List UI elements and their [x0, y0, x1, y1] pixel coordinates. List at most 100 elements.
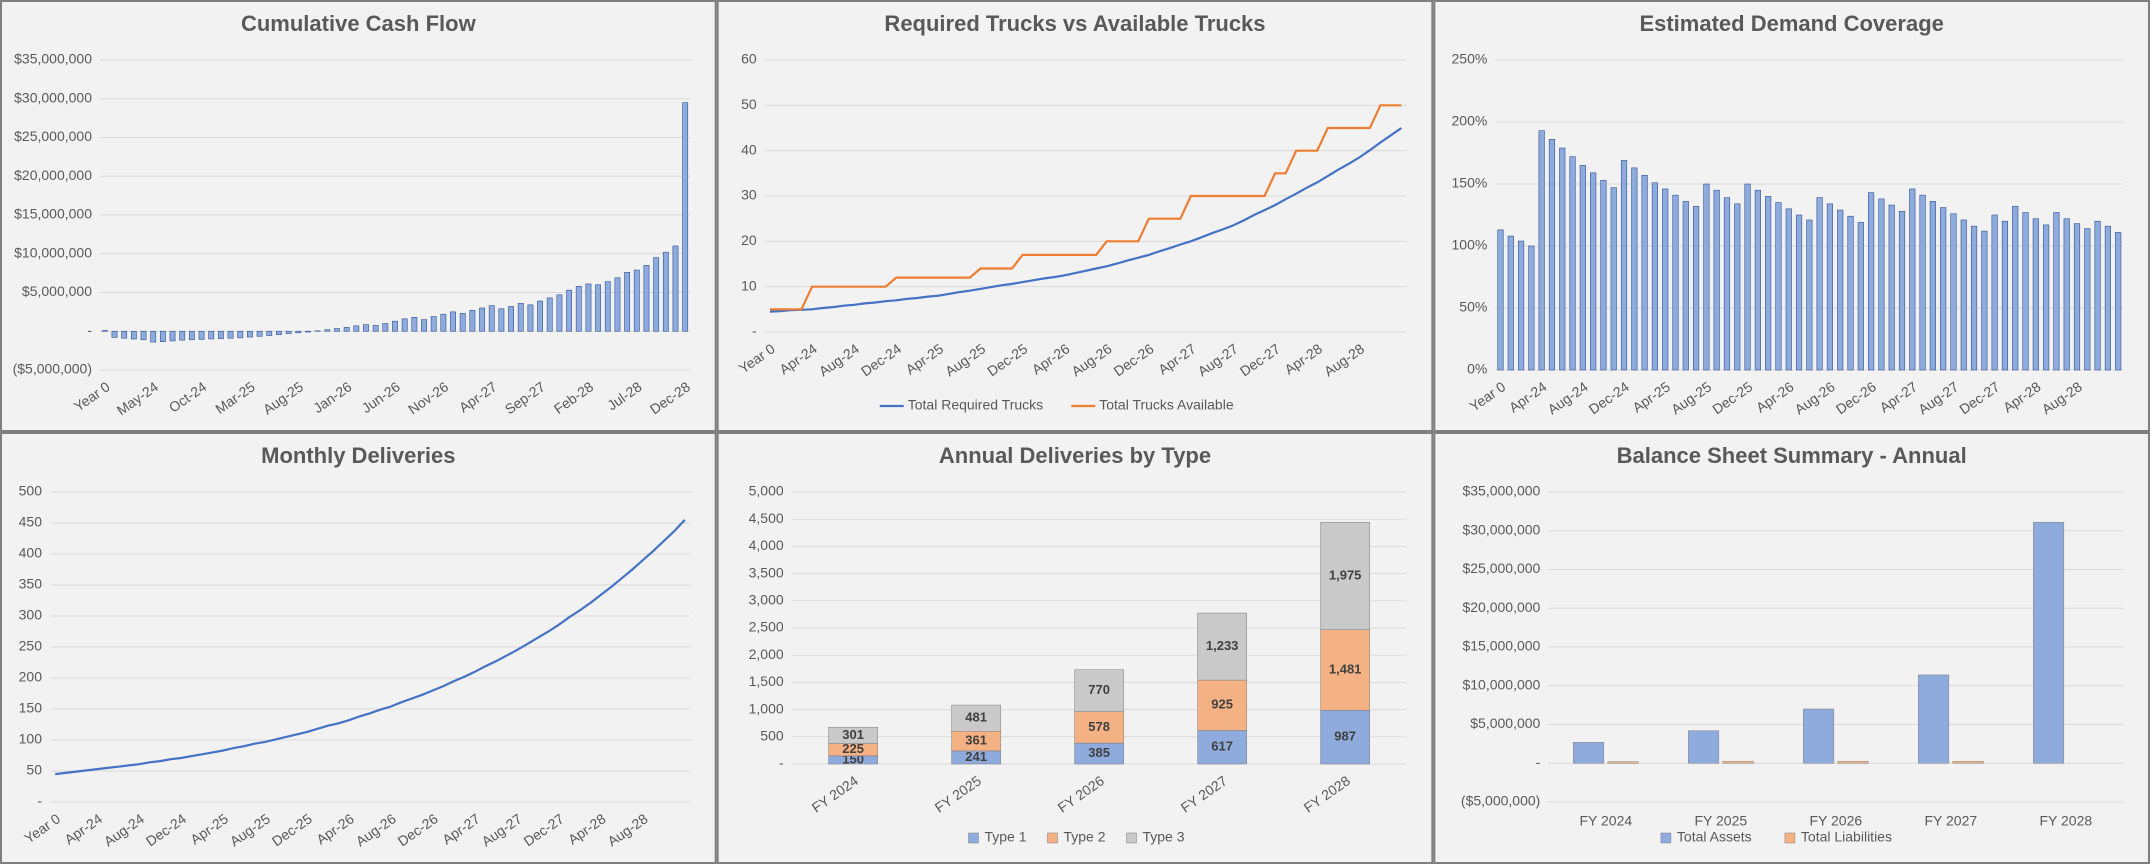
- bar: [1662, 188, 1669, 371]
- bar: [1950, 213, 1957, 371]
- y-tick-label: 60: [741, 51, 757, 67]
- bar: [440, 313, 447, 332]
- bar: [1548, 139, 1556, 371]
- bar: [2053, 212, 2060, 371]
- bar: [546, 297, 553, 332]
- bar: [624, 272, 631, 332]
- y-tick-label: 3,500: [749, 564, 784, 580]
- bar: [575, 285, 582, 332]
- y-tick-label: 150: [19, 700, 43, 716]
- y-tick-label: $30,000,000: [14, 89, 92, 105]
- y-tick-label: 200: [19, 669, 43, 685]
- bar: [276, 330, 282, 336]
- y-tick-label: $15,000,000: [1462, 638, 1540, 654]
- chart-panel: Annual Deliveries by Type - 500 1,000 1,500 2…: [716, 432, 1434, 864]
- bar: [1579, 165, 1586, 371]
- chart-title: Annual Deliveries by Type: [939, 443, 1211, 468]
- bar: [1826, 203, 1834, 371]
- y-tick-label: 500: [19, 483, 43, 499]
- x-tick-label: FY 2024: [1579, 813, 1632, 829]
- chart-title: Cumulative Cash Flow: [241, 11, 477, 36]
- bar: [295, 330, 302, 334]
- bar-segment: [828, 726, 879, 744]
- y-tick-label: 2,500: [749, 619, 784, 635]
- bar: [208, 330, 215, 340]
- y-tick-label: 50%: [1459, 299, 1487, 315]
- panel-frame: [716, 432, 1434, 864]
- bar: [305, 330, 311, 333]
- bar: [1672, 194, 1679, 371]
- chart-panel: Estimated Demand Coverage 0% 50% 100% 150% 20…: [1433, 0, 2150, 432]
- legend-label: Total Required Trucks: [908, 397, 1043, 413]
- bar: [227, 330, 234, 339]
- bar: [1754, 189, 1761, 371]
- bar: [604, 281, 611, 332]
- bar: [411, 316, 418, 332]
- panel-frame: [716, 0, 1434, 432]
- bar: [672, 245, 679, 332]
- bar: [469, 310, 476, 332]
- bar: [430, 316, 437, 332]
- bar: [643, 265, 650, 332]
- bar: [256, 330, 263, 337]
- bar: [392, 320, 398, 332]
- bar: [1960, 219, 1967, 371]
- y-tick-label: 250: [19, 638, 43, 654]
- y-tick-label: 250%: [1452, 51, 1488, 67]
- data-label: 361: [965, 733, 987, 748]
- bar: [401, 318, 408, 332]
- bar: [324, 329, 331, 332]
- bar: [566, 289, 573, 332]
- y-tick-label: 50: [741, 96, 757, 112]
- bar: [1847, 215, 1854, 371]
- bar: [595, 284, 602, 332]
- y-tick-label: ($5,000,000): [13, 361, 92, 377]
- bar: [1765, 196, 1772, 371]
- data-label: 1,233: [1206, 638, 1239, 653]
- bar: [1919, 194, 1926, 371]
- legend-label: Total Liabilities: [1801, 829, 1892, 845]
- bar: [479, 307, 485, 332]
- data-label: 617: [1211, 739, 1233, 754]
- bar: [1641, 175, 1648, 371]
- bar: [1857, 222, 1864, 371]
- y-tick-label: $35,000,000: [1462, 483, 1540, 499]
- bar: [1888, 204, 1895, 371]
- bar: [1991, 214, 1998, 371]
- bar: [1795, 214, 1803, 371]
- y-tick-label: $20,000,000: [1462, 599, 1540, 615]
- bar: [1723, 197, 1731, 371]
- line-series: [55, 519, 686, 776]
- bar: [1693, 206, 1700, 371]
- bar: [1878, 198, 1885, 371]
- bar: [2084, 228, 2091, 371]
- bar: [1816, 197, 1823, 371]
- bar: [372, 325, 379, 332]
- bar: [1559, 147, 1566, 371]
- bar: [169, 330, 176, 342]
- data-label: 241: [965, 749, 987, 764]
- bar: [2104, 225, 2111, 371]
- bar: [1682, 201, 1689, 371]
- bar: [1744, 183, 1751, 371]
- bar: [2094, 220, 2101, 371]
- bar: [2063, 218, 2070, 371]
- data-label: 385: [1088, 745, 1110, 760]
- bar: [662, 251, 669, 332]
- y-tick-label: -: [37, 793, 42, 809]
- bar-segment: [1197, 612, 1248, 681]
- bar: [2022, 212, 2029, 371]
- data-label: 1,481: [1329, 661, 1362, 676]
- bar: [1981, 230, 1988, 371]
- y-tick-label: ($5,000,000): [1461, 793, 1540, 809]
- bar-segment: [1320, 629, 1371, 711]
- chart-panel: Balance Sheet Summary - Annual ($5,000,00…: [1433, 432, 2150, 864]
- bar: [1722, 761, 1754, 764]
- y-tick-label: 1,000: [749, 700, 784, 716]
- legend-swatch: [968, 832, 979, 844]
- bar: [459, 313, 466, 332]
- x-tick-label: FY 2025: [1694, 813, 1747, 829]
- y-tick-label: 10: [741, 277, 757, 293]
- bar: [1806, 219, 1813, 371]
- bar-segment: [1320, 710, 1371, 765]
